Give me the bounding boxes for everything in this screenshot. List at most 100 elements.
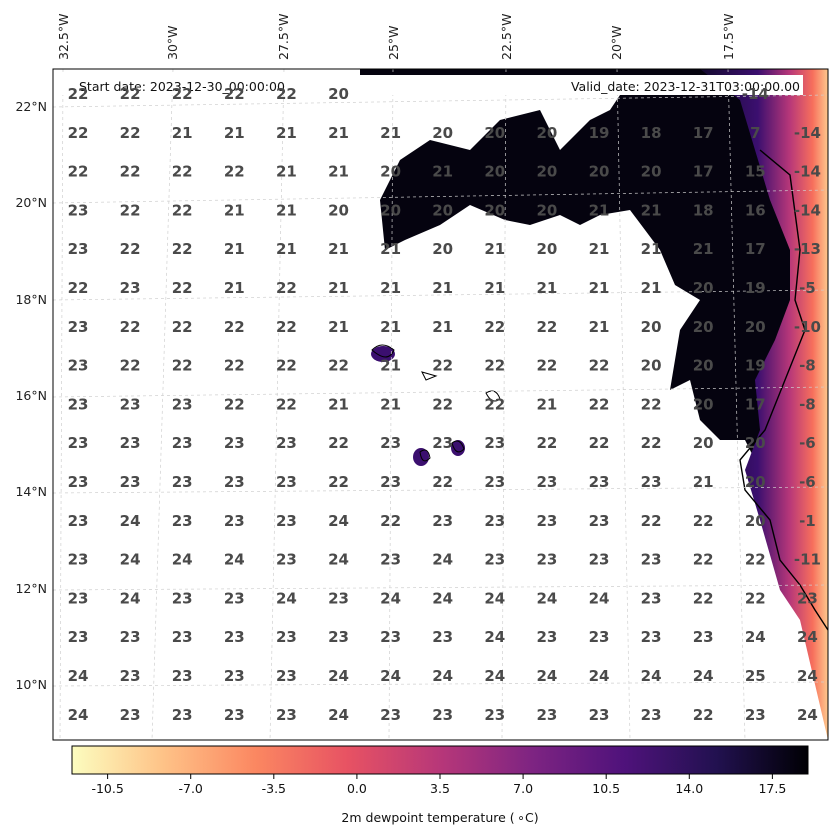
- grid-value: 23: [68, 395, 89, 413]
- grid-value: 23: [68, 201, 89, 219]
- grid-value: 23: [589, 628, 610, 646]
- grid-value: 22: [328, 357, 349, 375]
- grid-value: -10: [794, 318, 821, 336]
- grid-value: 23: [484, 551, 505, 569]
- grid-value: 16: [745, 201, 766, 219]
- grid-value: 21: [328, 124, 349, 142]
- dewpoint-cell: [371, 346, 395, 362]
- grid-value: 20: [745, 318, 766, 336]
- grid-value: 23: [536, 706, 557, 724]
- grid-value: 22: [276, 357, 297, 375]
- grid-value: 23: [328, 589, 349, 607]
- grid-value: 23: [484, 434, 505, 452]
- grid-value: 24: [589, 667, 610, 685]
- lat-label: 22°N: [15, 99, 47, 114]
- grid-value: 21: [432, 279, 453, 297]
- latitude-labels: 22°N 20°N 18°N 16°N 14°N 12°N 10°N: [15, 99, 47, 692]
- grid-value: 21: [276, 163, 297, 181]
- grid-value: 20: [589, 163, 610, 181]
- grid-value: 19: [589, 124, 610, 142]
- colorbar-tick-label: 7.0: [513, 781, 533, 796]
- grid-value: 22: [68, 279, 89, 297]
- grid-value: 22: [693, 706, 714, 724]
- grid-value: 24: [432, 667, 453, 685]
- grid-value: 20: [484, 163, 505, 181]
- grid-value: -14: [794, 201, 821, 219]
- start-date-label: Start date: 2023-12-30_00:00:00: [79, 79, 285, 94]
- grid-value: 21: [380, 318, 401, 336]
- grid-value: 22: [641, 512, 662, 530]
- colorbar-tick-label: 10.5: [592, 781, 620, 796]
- grid-value: 21: [589, 201, 610, 219]
- grid-value: 21: [276, 124, 297, 142]
- grid-value: 22: [641, 395, 662, 413]
- grid-value: 23: [432, 628, 453, 646]
- grid-value: 23: [68, 628, 89, 646]
- grid-value: 7: [750, 124, 760, 142]
- grid-value: 24: [536, 667, 557, 685]
- grid-value: 23: [432, 512, 453, 530]
- grid-value: 21: [224, 240, 245, 258]
- grid-value: 21: [380, 395, 401, 413]
- grid-value: 23: [68, 589, 89, 607]
- grid-value: 22: [224, 318, 245, 336]
- grid-value: 23: [172, 589, 193, 607]
- colorbar-tick-label: 0.0: [347, 781, 367, 796]
- grid-value: 23: [589, 473, 610, 491]
- colorbar: -10.5 -7.0 -3.5 0.0 3.5 7.0 10.5 14.0 17.5 2m de…: [71, 745, 809, 825]
- grid-value: 21: [484, 279, 505, 297]
- grid-value: 20: [641, 163, 662, 181]
- grid-value: 22: [120, 124, 141, 142]
- grid-value: 23: [120, 434, 141, 452]
- grid-value: 21: [432, 163, 453, 181]
- grid-value: 23: [224, 473, 245, 491]
- grid-value: 23: [276, 473, 297, 491]
- graticule: [52, 68, 829, 741]
- grid-value: 21: [328, 318, 349, 336]
- grid-value: 23: [380, 473, 401, 491]
- grid-value: 23: [276, 512, 297, 530]
- grid-value: 24: [589, 589, 610, 607]
- grid-value: 24: [328, 667, 349, 685]
- grid-value: 22: [276, 395, 297, 413]
- grid-value: 22: [328, 473, 349, 491]
- colorbar-tick-label: -3.5: [262, 781, 286, 796]
- grid-value: 22: [745, 551, 766, 569]
- grid-value: 24: [797, 628, 818, 646]
- grid-value: -6: [799, 473, 816, 491]
- grid-value: 22: [68, 163, 89, 181]
- grid-value: -14: [742, 85, 769, 103]
- valid-date-label: Valid_date: 2023-12-31T03:00:00.00: [571, 79, 800, 94]
- grid-value: 23: [276, 706, 297, 724]
- grid-value: 24: [276, 589, 297, 607]
- grid-value: 21: [380, 357, 401, 375]
- grid-value: 24: [484, 667, 505, 685]
- colorbar-label: 2m dewpoint temperature ( ∘C): [341, 810, 538, 825]
- grid-value: 23: [380, 628, 401, 646]
- grid-value: 20: [432, 201, 453, 219]
- grid-value: 20: [745, 434, 766, 452]
- grid-value: 23: [68, 357, 89, 375]
- grid-value: 23: [276, 628, 297, 646]
- lon-label: 27.5°W: [276, 14, 291, 60]
- grid-value: -6: [799, 434, 816, 452]
- grid-value: 21: [276, 240, 297, 258]
- grid-value: 24: [380, 589, 401, 607]
- grid-value: 20: [693, 434, 714, 452]
- grid-value: 23: [120, 667, 141, 685]
- grid-value: 20: [536, 201, 557, 219]
- grid-value: 22: [120, 240, 141, 258]
- grid-value: 23: [589, 706, 610, 724]
- grid-value: 22: [536, 318, 557, 336]
- grid-value: 22: [432, 395, 453, 413]
- grid-value: -5: [799, 279, 816, 297]
- grid-value: 24: [693, 667, 714, 685]
- grid-value: 24: [484, 589, 505, 607]
- grid-value: 23: [172, 667, 193, 685]
- grid-value: 24: [328, 706, 349, 724]
- grid-value: -8: [799, 395, 816, 413]
- grid-value: 20: [641, 357, 662, 375]
- grid-value: 23: [536, 473, 557, 491]
- island-outline: [371, 344, 501, 462]
- grid-value: 23: [172, 628, 193, 646]
